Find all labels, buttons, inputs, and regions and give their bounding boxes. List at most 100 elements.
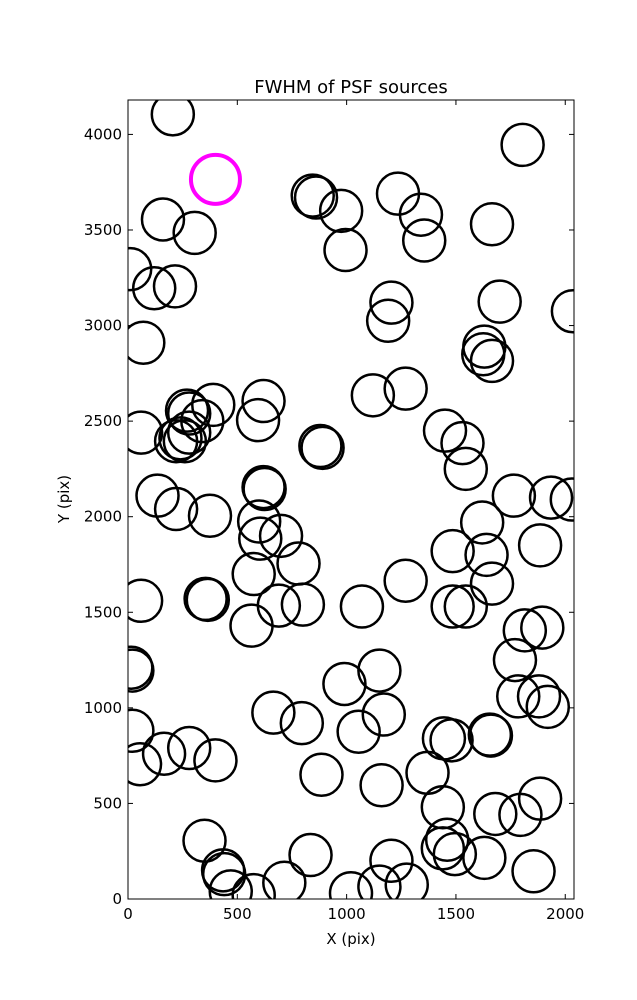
y-tick-label: 3500 bbox=[84, 221, 122, 239]
source-marker bbox=[256, 583, 302, 628]
source-marker bbox=[140, 197, 186, 242]
source-marker bbox=[469, 338, 515, 384]
source-marker bbox=[153, 486, 199, 532]
source-marker bbox=[357, 864, 402, 899]
source-marker bbox=[128, 246, 153, 292]
source-marker bbox=[443, 446, 489, 492]
source-marker bbox=[520, 605, 565, 650]
y-tick-label: 0 bbox=[112, 890, 122, 908]
source-marker bbox=[150, 100, 196, 137]
source-marker bbox=[128, 578, 164, 624]
source-marker bbox=[128, 708, 155, 754]
y-axis-label: Y (pix) bbox=[55, 475, 73, 524]
source-marker bbox=[279, 700, 325, 746]
source-marker bbox=[550, 288, 574, 334]
source-marker bbox=[420, 826, 466, 871]
source-marker bbox=[258, 513, 304, 559]
source-marker bbox=[238, 516, 283, 561]
source-marker bbox=[511, 849, 556, 894]
source-marker bbox=[293, 175, 339, 220]
source-marker bbox=[166, 391, 212, 436]
source-marker bbox=[288, 832, 333, 878]
source-marker bbox=[128, 741, 163, 787]
chart-title: FWHM of PSF sources bbox=[254, 77, 448, 98]
source-marker bbox=[164, 388, 210, 433]
source-marker bbox=[241, 378, 286, 424]
source-marker bbox=[502, 608, 548, 653]
source-marker bbox=[328, 871, 374, 899]
highlight-source-marker bbox=[188, 152, 242, 206]
source-marker bbox=[528, 475, 574, 520]
source-marker bbox=[443, 584, 489, 629]
source-marker bbox=[424, 817, 470, 862]
source-marker bbox=[405, 750, 450, 796]
source-marker bbox=[153, 418, 199, 464]
source-marker bbox=[208, 869, 253, 899]
x-tick-label: 500 bbox=[223, 905, 252, 923]
source-marker bbox=[369, 280, 414, 325]
source-marker bbox=[462, 835, 507, 881]
source-marker bbox=[242, 466, 287, 512]
source-marker bbox=[162, 418, 208, 464]
x-axis-label: X (pix) bbox=[326, 930, 375, 948]
source-marker bbox=[298, 423, 343, 469]
y-tick-label: 2500 bbox=[84, 412, 122, 430]
source-marker bbox=[357, 648, 402, 693]
source-marker bbox=[375, 171, 421, 216]
source-marker bbox=[517, 776, 563, 821]
source-marker bbox=[549, 477, 574, 522]
source-marker bbox=[473, 791, 518, 837]
source-marker bbox=[359, 763, 404, 808]
source-marker bbox=[235, 397, 281, 443]
source-marker bbox=[128, 320, 166, 366]
source-marker bbox=[158, 416, 203, 461]
source-marker bbox=[491, 473, 537, 518]
source-marker bbox=[384, 862, 429, 899]
source-marker bbox=[365, 298, 411, 344]
source-marker bbox=[229, 603, 274, 648]
source-marker bbox=[182, 818, 227, 863]
source-marker bbox=[401, 218, 447, 263]
source-marker bbox=[201, 851, 247, 897]
source-marker bbox=[429, 718, 474, 763]
markers-layer bbox=[128, 100, 574, 899]
y-tick-label: 1500 bbox=[84, 603, 122, 621]
source-marker bbox=[492, 637, 538, 683]
source-marker bbox=[128, 648, 155, 693]
source-marker bbox=[422, 408, 468, 453]
source-marker bbox=[383, 366, 428, 411]
y-tick-label: 1000 bbox=[84, 699, 122, 717]
source-marker bbox=[131, 266, 177, 311]
y-tick-label: 3000 bbox=[84, 317, 122, 335]
source-marker bbox=[262, 860, 307, 899]
x-tick-label: 1000 bbox=[328, 905, 366, 923]
source-marker bbox=[498, 792, 543, 838]
source-marker bbox=[141, 731, 187, 776]
source-marker bbox=[322, 661, 367, 707]
source-marker bbox=[135, 473, 180, 518]
source-marker bbox=[516, 674, 562, 719]
y-tick-label: 4000 bbox=[84, 125, 122, 143]
source-marker bbox=[172, 210, 217, 256]
source-marker bbox=[350, 373, 396, 418]
x-tick-label: 2000 bbox=[546, 905, 584, 923]
source-marker bbox=[323, 227, 368, 273]
x-tick-label: 1500 bbox=[437, 905, 475, 923]
plot-frame bbox=[127, 99, 575, 900]
source-marker bbox=[468, 713, 514, 758]
source-marker bbox=[193, 738, 238, 783]
x-tick-label: 0 bbox=[123, 905, 133, 923]
source-marker bbox=[464, 532, 509, 578]
source-marker bbox=[432, 831, 478, 877]
source-marker bbox=[187, 493, 233, 538]
source-marker bbox=[290, 173, 335, 218]
source-marker bbox=[525, 684, 571, 730]
source-marker bbox=[299, 752, 344, 798]
source-marker bbox=[231, 872, 276, 899]
source-marker bbox=[477, 279, 522, 324]
y-axis: 0 500 1000 1500 2000 2500 3000 3500 4000 bbox=[84, 125, 574, 908]
source-marker bbox=[361, 692, 407, 737]
source-marker bbox=[166, 725, 212, 771]
y-tick-label: 2000 bbox=[84, 508, 122, 526]
